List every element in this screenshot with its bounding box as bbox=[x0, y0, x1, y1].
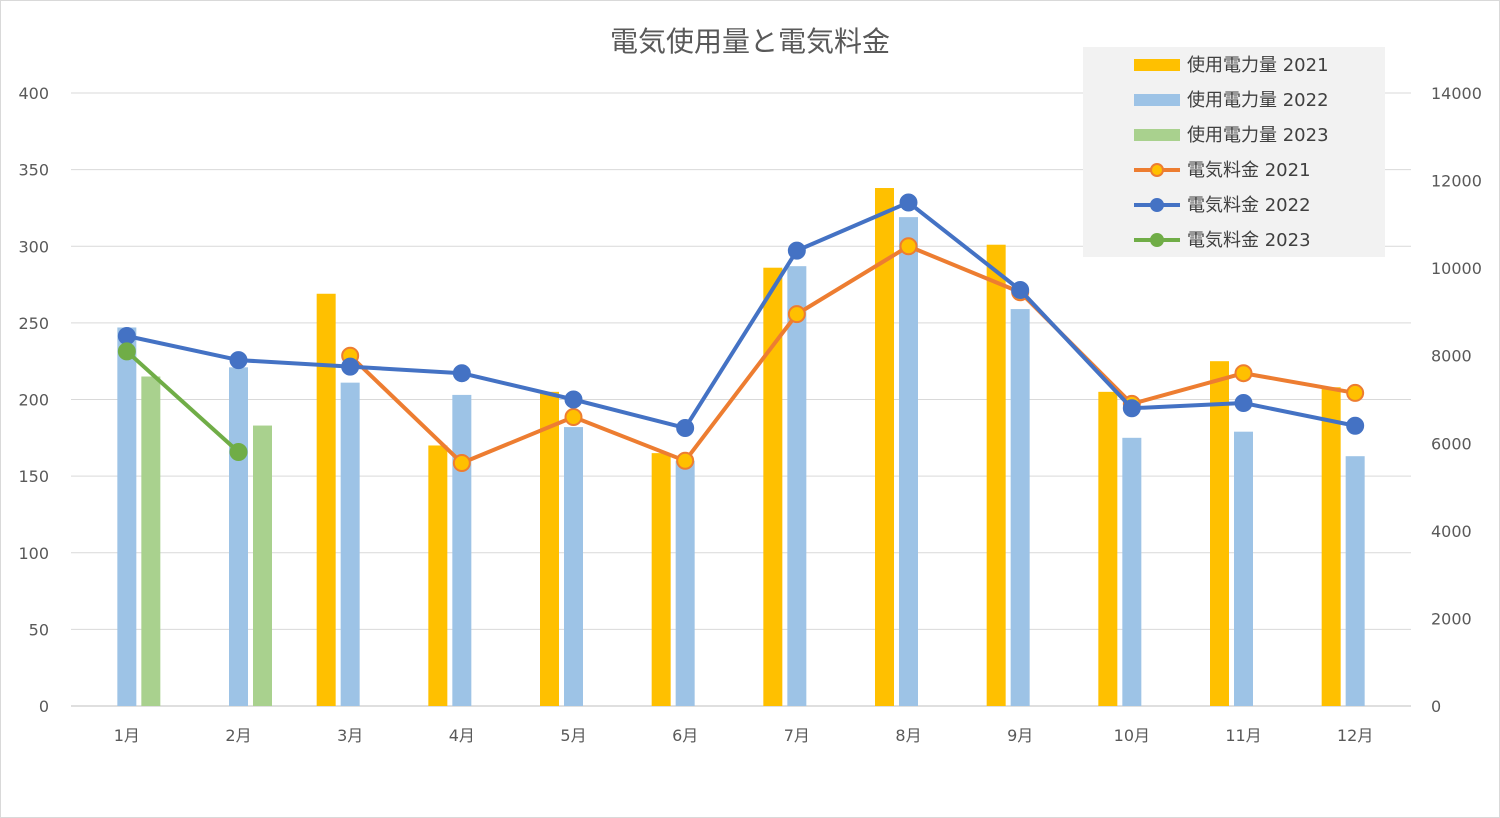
x-tick-label: 10月 bbox=[1114, 726, 1150, 745]
bar bbox=[540, 391, 559, 706]
legend-label: 電気料金 2022 bbox=[1187, 195, 1311, 216]
y-left-tick-label: 200 bbox=[18, 391, 49, 410]
bar bbox=[564, 427, 583, 706]
legend-label: 使用電力量 2023 bbox=[1187, 125, 1329, 146]
y-left-tick-label: 50 bbox=[29, 620, 49, 639]
series-point bbox=[117, 327, 136, 346]
legend: 使用電力量 2021 使用電力量 2022 使用電力量 2023 電気料金 2021 電… bbox=[1083, 47, 1385, 257]
bar bbox=[452, 394, 472, 706]
y-right-tick-label: 2000 bbox=[1431, 609, 1472, 628]
x-tick-label: 12月 bbox=[1337, 726, 1373, 745]
bar bbox=[1321, 387, 1341, 706]
bar bbox=[141, 376, 161, 706]
x-tick-label: 7月 bbox=[784, 726, 810, 745]
y-right-tick-label: 10000 bbox=[1431, 259, 1482, 278]
series-point bbox=[1346, 383, 1365, 402]
series-point bbox=[452, 364, 471, 383]
bar bbox=[1234, 431, 1253, 706]
x-tick-label: 11月 bbox=[1225, 726, 1261, 745]
bar bbox=[340, 382, 360, 706]
series-point bbox=[229, 443, 248, 462]
series-line bbox=[125, 349, 240, 454]
bar bbox=[229, 367, 248, 706]
x-tick-label: 1月 bbox=[114, 726, 140, 745]
bar bbox=[875, 188, 894, 706]
y-right-tick-label: 0 bbox=[1431, 697, 1441, 716]
x-tick-label: 2月 bbox=[225, 726, 251, 745]
series-point bbox=[1234, 394, 1253, 413]
legend-label: 使用電力量 2021 bbox=[1187, 55, 1329, 76]
bar bbox=[1098, 391, 1118, 706]
y-right-tick-label: 8000 bbox=[1431, 347, 1472, 366]
bar bbox=[253, 425, 272, 706]
y-left-tick-label: 100 bbox=[18, 544, 49, 563]
legend-box bbox=[1083, 47, 1385, 257]
y-right-tick-label: 14000 bbox=[1431, 84, 1482, 103]
x-tick-label: 5月 bbox=[560, 726, 586, 745]
bar bbox=[1010, 309, 1030, 706]
series-point bbox=[1122, 399, 1141, 418]
bar bbox=[651, 453, 671, 706]
bar bbox=[675, 460, 695, 706]
y-right-tick-label: 12000 bbox=[1431, 172, 1482, 191]
legend-marker bbox=[1150, 233, 1164, 247]
y-left-tick-label: 400 bbox=[18, 84, 49, 103]
series-point bbox=[899, 193, 918, 212]
series-point bbox=[787, 241, 806, 260]
bar bbox=[986, 244, 1006, 706]
legend-label: 電気料金 2021 bbox=[1187, 160, 1311, 181]
series-point bbox=[564, 390, 583, 409]
series-point bbox=[899, 237, 918, 256]
y-right-tick-label: 4000 bbox=[1431, 522, 1472, 541]
series-point bbox=[676, 418, 695, 437]
series-point bbox=[676, 451, 695, 470]
bar bbox=[428, 445, 448, 706]
x-tick-label: 4月 bbox=[449, 726, 475, 745]
legend-label: 電気料金 2023 bbox=[1187, 230, 1311, 251]
series-point bbox=[1011, 281, 1030, 300]
series-line bbox=[348, 244, 1356, 465]
y-left-tick-label: 0 bbox=[39, 697, 49, 716]
series-point bbox=[117, 342, 136, 361]
bar bbox=[117, 327, 137, 706]
series-point bbox=[341, 357, 360, 376]
series-point bbox=[564, 408, 583, 427]
bar bbox=[899, 217, 918, 706]
series-point bbox=[1346, 416, 1365, 435]
series-point bbox=[787, 305, 806, 324]
series-point bbox=[1234, 364, 1253, 383]
x-tick-label: 8月 bbox=[895, 726, 921, 745]
legend-swatch bbox=[1134, 59, 1180, 71]
y-left-tick-label: 150 bbox=[18, 467, 49, 486]
legend-marker bbox=[1150, 198, 1164, 212]
series-point bbox=[229, 351, 248, 370]
y-left-tick-label: 250 bbox=[18, 314, 49, 333]
series-point bbox=[452, 453, 471, 472]
bar bbox=[763, 267, 783, 706]
y-left-tick-label: 350 bbox=[18, 161, 49, 180]
y-left-tick-label: 300 bbox=[18, 237, 49, 256]
x-tick-label: 9月 bbox=[1007, 726, 1033, 745]
legend-swatch bbox=[1134, 129, 1180, 141]
bar bbox=[787, 266, 807, 706]
legend-marker bbox=[1150, 163, 1164, 177]
x-tick-label: 6月 bbox=[672, 726, 698, 745]
x-tick-label: 3月 bbox=[337, 726, 363, 745]
y-right-tick-label: 6000 bbox=[1431, 434, 1472, 453]
bar bbox=[1345, 456, 1365, 706]
bar bbox=[1210, 361, 1229, 706]
bar bbox=[1122, 437, 1142, 706]
legend-swatch bbox=[1134, 94, 1180, 106]
chart-title: 電気使用量と電気料金 bbox=[610, 25, 890, 58]
bar bbox=[316, 293, 336, 706]
series-line bbox=[126, 200, 1356, 430]
legend-label: 使用電力量 2022 bbox=[1187, 90, 1329, 111]
